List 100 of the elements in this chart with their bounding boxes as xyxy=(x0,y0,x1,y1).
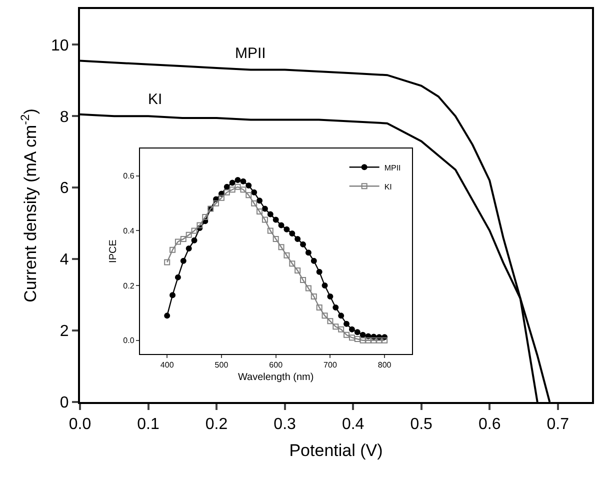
x-tick-label: 0.6 xyxy=(478,416,501,434)
point xyxy=(234,177,241,184)
point xyxy=(246,182,252,189)
point xyxy=(267,211,274,218)
point xyxy=(191,237,198,244)
point xyxy=(305,250,312,256)
y-tick-label: 0.2 xyxy=(123,281,135,290)
point xyxy=(338,312,344,319)
point xyxy=(284,252,290,258)
x-axis-title: Potential (V) xyxy=(289,441,383,460)
x-tick-label: 500 xyxy=(214,360,229,370)
point xyxy=(240,186,246,193)
point xyxy=(170,246,176,253)
point xyxy=(262,216,268,223)
y-tick-label: 4 xyxy=(60,252,69,269)
point xyxy=(289,230,296,236)
x-tick-label: 800 xyxy=(378,360,392,370)
point xyxy=(174,238,181,245)
point xyxy=(338,326,344,332)
point xyxy=(344,332,350,338)
point xyxy=(289,260,296,267)
y-axis-title: IPCE xyxy=(108,239,120,263)
point xyxy=(332,304,339,310)
point xyxy=(246,192,252,198)
point xyxy=(224,184,230,190)
y-tick-label: 2 xyxy=(60,323,69,340)
x-tick-label: 0.5 xyxy=(410,416,433,434)
point xyxy=(202,214,208,220)
point xyxy=(240,178,246,184)
point xyxy=(354,336,360,342)
y-tick-label: 0.6 xyxy=(123,172,135,181)
x-tick-label: 0.2 xyxy=(205,416,228,434)
point xyxy=(213,200,220,206)
point xyxy=(251,189,258,196)
point xyxy=(256,208,263,215)
point xyxy=(267,228,274,234)
x-axis-title: Wavelength (nm) xyxy=(238,372,314,384)
point xyxy=(332,324,339,330)
point xyxy=(164,312,170,319)
y-tick-label: 0.0 xyxy=(123,336,135,346)
point xyxy=(224,189,230,196)
point xyxy=(278,222,284,228)
x-tick-label: 0.7 xyxy=(546,416,570,434)
legend-label: KI xyxy=(384,182,392,192)
x-tick-label: 0.3 xyxy=(274,416,296,434)
point xyxy=(300,277,306,284)
point xyxy=(170,292,176,298)
legend-label: MPII xyxy=(384,163,401,172)
point xyxy=(196,222,203,228)
point xyxy=(256,198,263,204)
annotation: KI xyxy=(148,91,162,108)
point xyxy=(180,236,186,242)
point xyxy=(365,337,372,344)
point xyxy=(327,318,334,324)
x-tick-label: 0.4 xyxy=(342,416,364,434)
annotation: MPII xyxy=(235,45,266,62)
point xyxy=(262,206,268,212)
point xyxy=(164,259,170,266)
point xyxy=(284,226,290,232)
y-tick-label: 0 xyxy=(60,394,69,412)
point xyxy=(234,184,241,190)
point xyxy=(180,258,186,264)
point xyxy=(229,180,236,186)
point xyxy=(294,236,301,242)
point xyxy=(348,334,355,341)
point xyxy=(322,282,328,289)
x-tick-label: 600 xyxy=(269,360,284,370)
point xyxy=(251,200,258,206)
point xyxy=(322,312,328,319)
point xyxy=(218,194,224,201)
y-tick-label: 10 xyxy=(51,37,69,54)
point xyxy=(310,258,317,264)
x-tick-label: 400 xyxy=(160,360,174,370)
point xyxy=(229,186,236,193)
point xyxy=(191,228,198,234)
point xyxy=(316,268,322,275)
point xyxy=(360,332,366,338)
point xyxy=(344,320,350,327)
point xyxy=(272,216,279,223)
point xyxy=(348,326,355,332)
x-tick-label: 0.1 xyxy=(137,416,160,434)
y-tick-label: 6 xyxy=(60,180,69,198)
point xyxy=(300,241,306,248)
point xyxy=(305,285,312,292)
point xyxy=(327,294,334,300)
point xyxy=(316,304,322,310)
point xyxy=(376,337,382,344)
point xyxy=(186,246,192,252)
point xyxy=(174,274,181,280)
point xyxy=(370,337,377,344)
point xyxy=(360,337,366,344)
point xyxy=(294,267,301,274)
x-tick-label: 700 xyxy=(324,360,338,370)
y-tick-label: 8 xyxy=(60,108,69,126)
point xyxy=(310,294,317,300)
y-tick-label: 0.4 xyxy=(123,226,135,236)
point xyxy=(278,244,284,250)
point xyxy=(272,236,279,242)
point xyxy=(354,329,360,336)
point xyxy=(382,337,388,344)
